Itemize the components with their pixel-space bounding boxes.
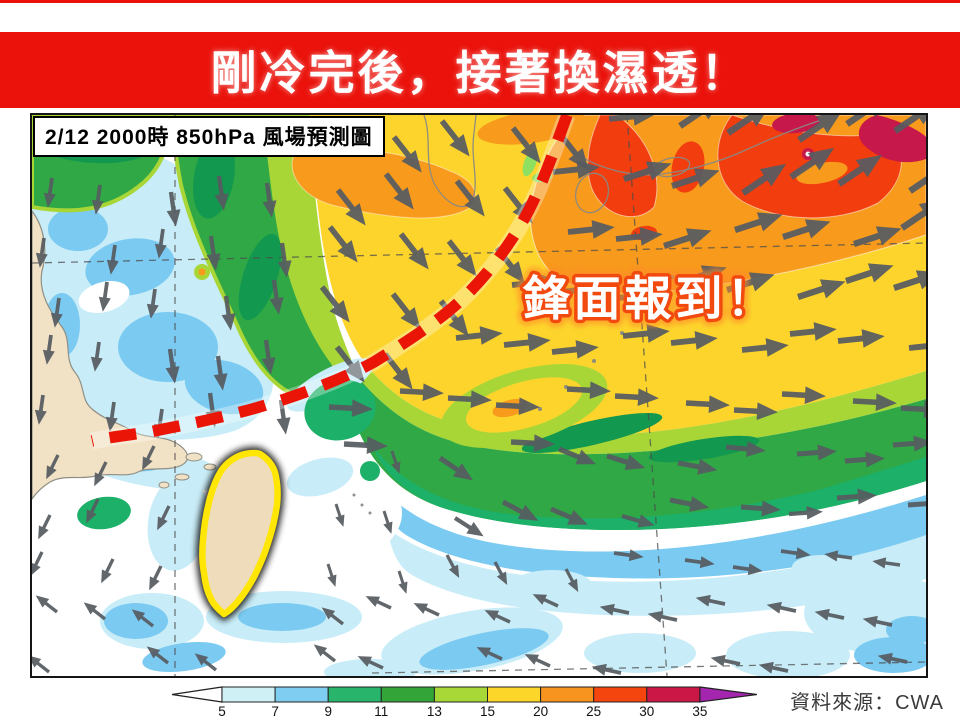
title-banner: 剛冷完後，接著換濕透！ (0, 32, 960, 108)
wind-map-svg: 鋒面報到！ 鋒面報到！ (32, 115, 926, 676)
taiwan-outline (196, 446, 284, 622)
legend-tick-label: 5 (218, 704, 226, 719)
source-credit: 資料來源：CWA (790, 692, 944, 714)
legend-segment (487, 686, 542, 703)
legend-tick-label: 15 (480, 704, 495, 719)
legend-segment (221, 686, 276, 703)
legend-segment (593, 686, 648, 703)
legend-tick-label: 25 (586, 704, 601, 719)
legend-tick-label: 9 (324, 704, 332, 719)
legend-segment (380, 686, 435, 703)
wind-speed-legend: 5 7 9 11 13 15 20 25 30 35 (171, 686, 757, 719)
coastlines (352, 115, 833, 515)
legend-tick-label: 13 (427, 704, 442, 719)
legend-tick-label: 35 (692, 704, 707, 719)
map-caption-text: 2/12 2000時 850hPa 風場預測圖 (45, 126, 373, 149)
legend-tick-label: 20 (533, 704, 548, 719)
map-caption-box: 2/12 2000時 850hPa 風場預測圖 (33, 116, 385, 157)
front-line (90, 115, 575, 450)
legend-segment (327, 686, 382, 703)
legend-arrow-right (699, 686, 757, 703)
legend-tick-label: 30 (639, 704, 654, 719)
legend-tick-label: 11 (374, 704, 388, 719)
legend-segment (540, 686, 595, 703)
legend-tick-label: 7 (271, 704, 279, 719)
ryukyu-islands (352, 275, 674, 515)
legend-arrow-left (171, 686, 223, 703)
legend-segment (433, 686, 488, 703)
front-annotation-text: 鋒面報到！ (523, 272, 778, 325)
banner-title: 剛冷完後，接著換濕透！ (210, 47, 750, 99)
legend-segment (646, 686, 701, 703)
top-border-line (0, 0, 960, 3)
front-annotation-glow: 鋒面報到！ (523, 272, 778, 325)
front-annotation: 鋒面報到！ 鋒面報到！ (515, 265, 781, 333)
wind-map: 鋒面報到！ 鋒面報到！ 2/12 2000時 850hPa 風場預測圖 (30, 113, 928, 678)
legend-segment (274, 686, 329, 703)
